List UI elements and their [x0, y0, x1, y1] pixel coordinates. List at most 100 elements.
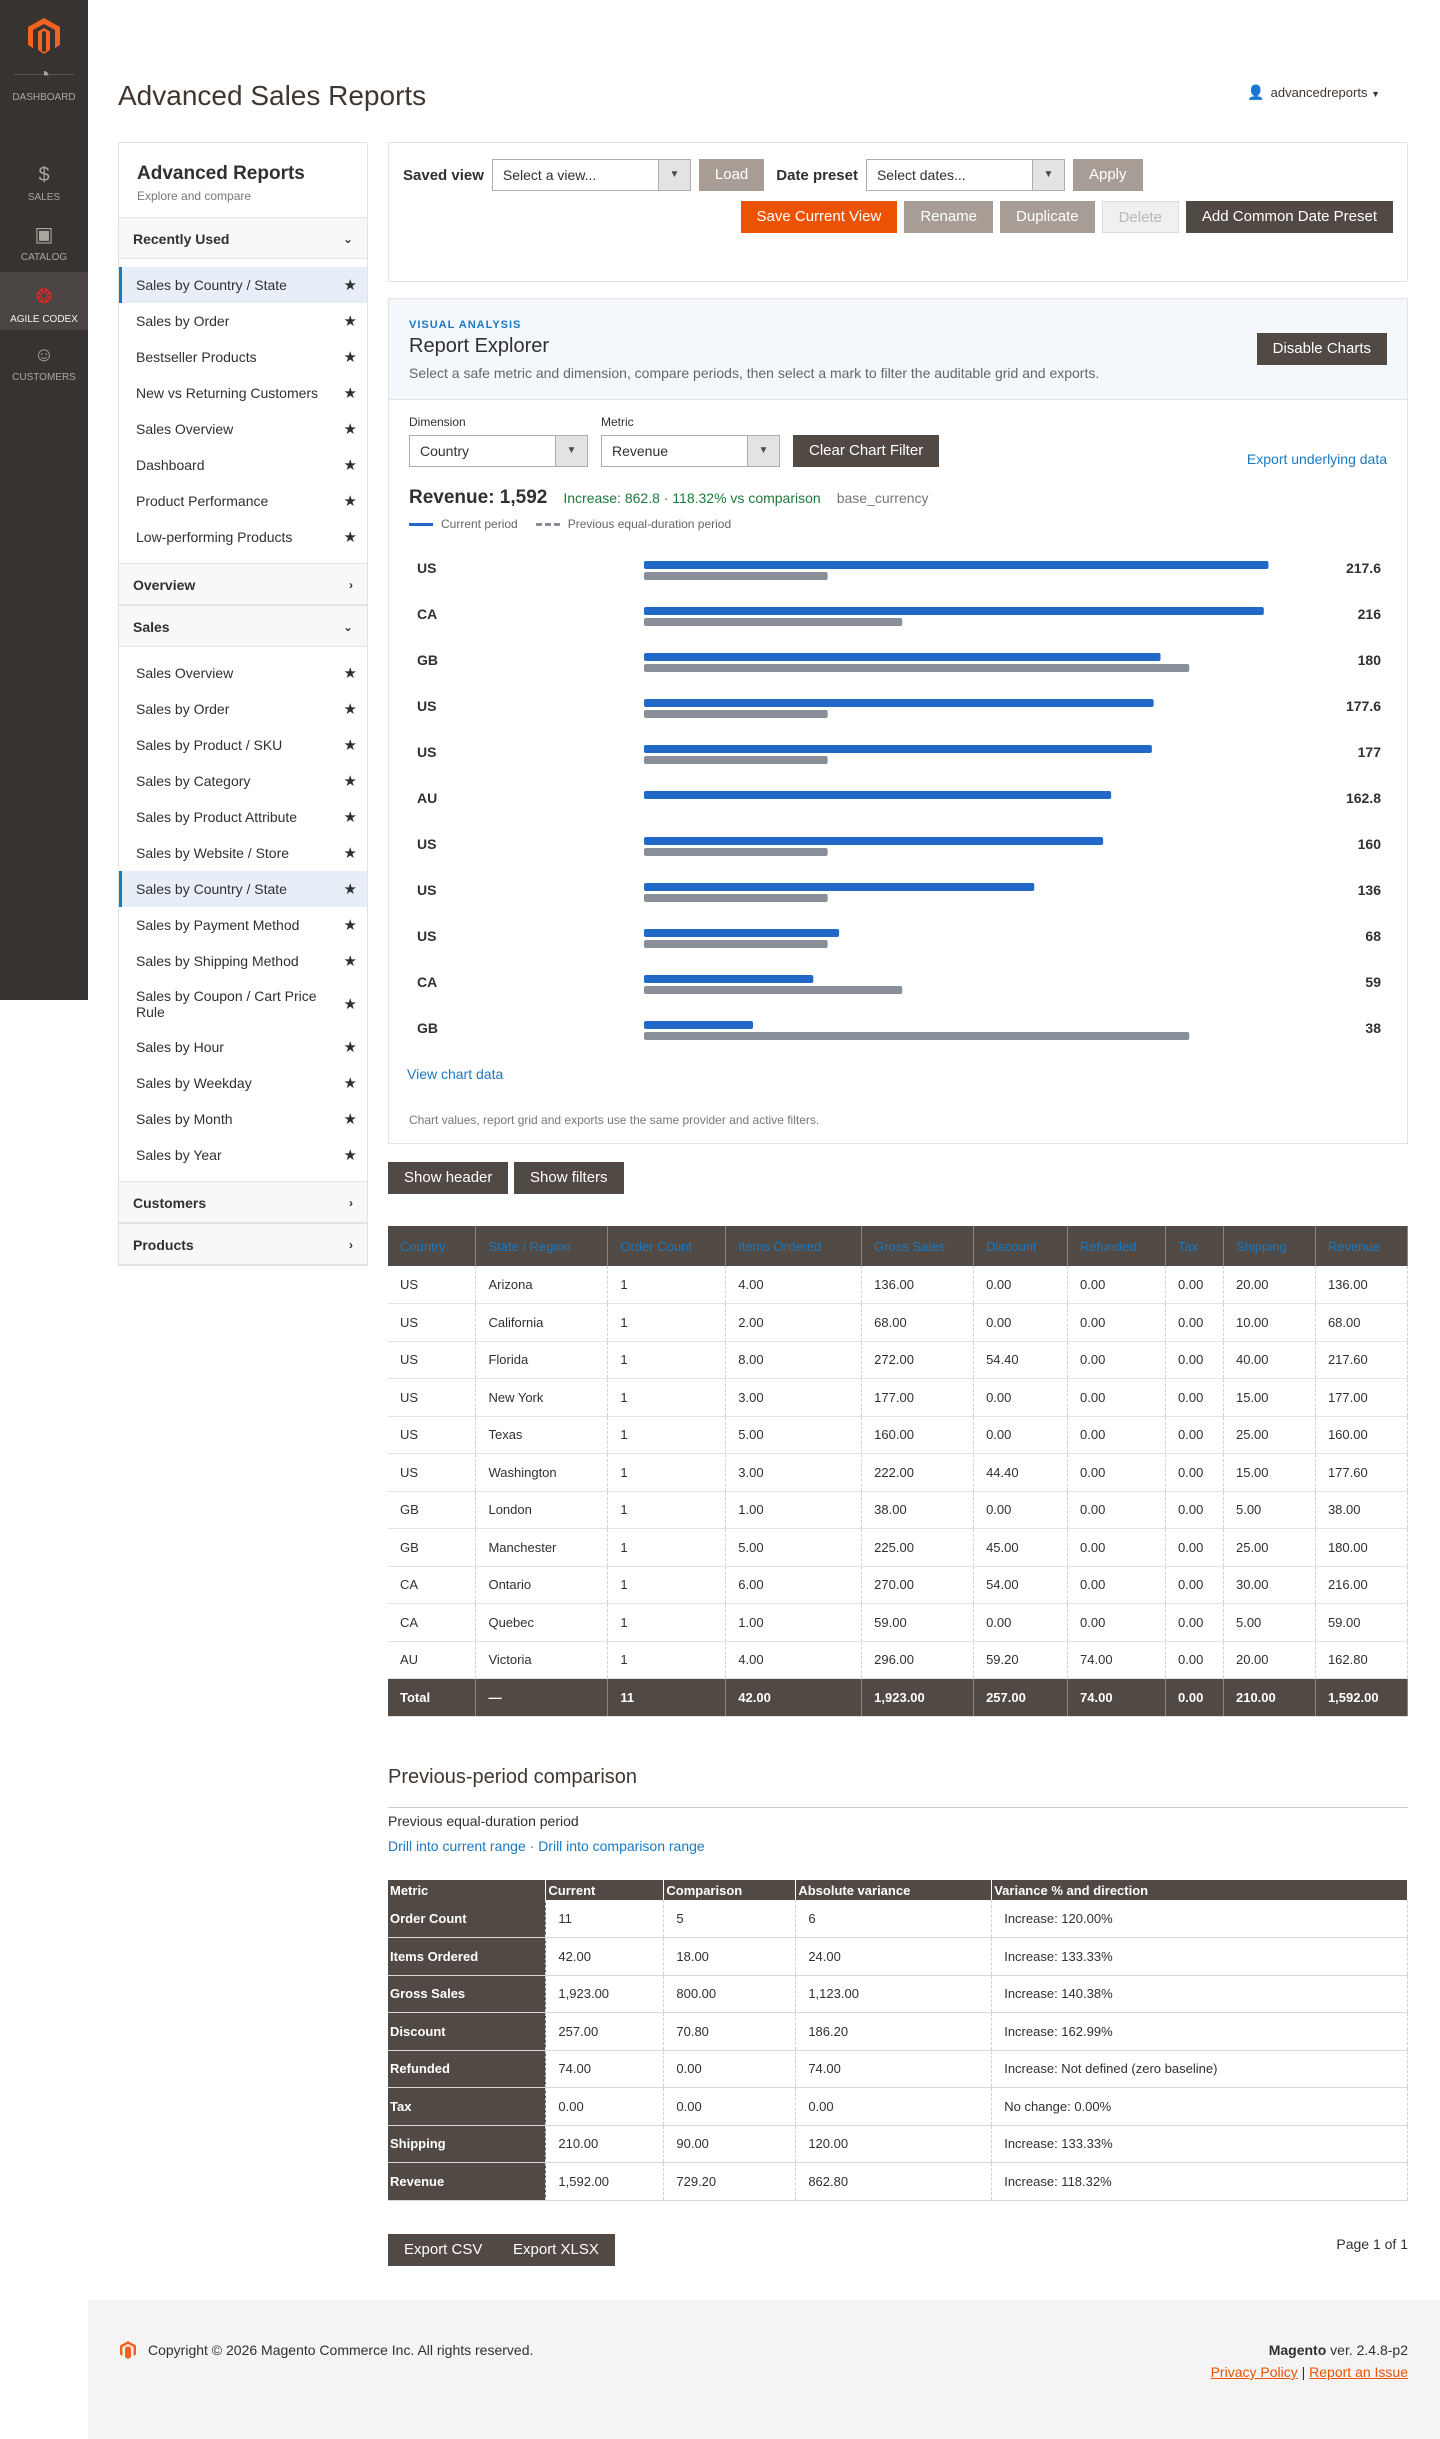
- nav-agile-codex[interactable]: ❂ AGILE CODEX: [0, 272, 88, 330]
- load-button[interactable]: Load: [698, 159, 765, 191]
- previous-period-bar[interactable]: [644, 1032, 1190, 1040]
- sidebar-item[interactable]: Sales by Product / SKU ★: [119, 727, 367, 763]
- current-period-bar[interactable]: [644, 745, 1152, 753]
- group-sales[interactable]: Sales ⌄: [119, 605, 367, 647]
- sidebar-item[interactable]: Sales by Product Attribute ★: [119, 799, 367, 835]
- previous-period-bar[interactable]: [644, 894, 828, 902]
- export-underlying-data-link[interactable]: Export underlying data: [1246, 451, 1387, 467]
- current-period-bar[interactable]: [644, 883, 1035, 891]
- column-header[interactable]: Order Count: [607, 1226, 727, 1266]
- nav-sales[interactable]: $ SALES: [0, 150, 88, 208]
- sidebar-item[interactable]: Sales by Coupon / Cart Price Rule ★: [119, 979, 367, 1029]
- star-icon[interactable]: ★: [343, 529, 357, 546]
- sidebar-item[interactable]: Sales by Year ★: [119, 1137, 367, 1173]
- nav-dashboard[interactable]: ◔ DASHBOARD: [0, 50, 88, 108]
- previous-period-bar[interactable]: [644, 710, 828, 718]
- star-icon[interactable]: ★: [343, 421, 357, 438]
- current-period-bar[interactable]: [644, 1021, 754, 1029]
- star-icon[interactable]: ★: [343, 917, 357, 934]
- current-period-bar[interactable]: [644, 699, 1154, 707]
- star-icon[interactable]: ★: [343, 881, 357, 898]
- star-icon[interactable]: ★: [343, 457, 357, 474]
- column-header[interactable]: Items Ordered: [725, 1226, 863, 1266]
- current-period-bar[interactable]: [644, 561, 1269, 569]
- drill-current-link[interactable]: Drill into current range: [388, 1838, 526, 1854]
- sidebar-item[interactable]: New vs Returning Customers ★: [119, 375, 367, 411]
- sidebar-item[interactable]: Sales by Country / State ★: [119, 267, 367, 303]
- star-icon[interactable]: ★: [343, 737, 357, 754]
- sidebar-item[interactable]: Product Performance ★: [119, 483, 367, 519]
- nav-catalog[interactable]: ▣ CATALOG: [0, 210, 88, 268]
- current-period-bar[interactable]: [644, 791, 1112, 799]
- sidebar-item[interactable]: Sales by Country / State ★: [119, 871, 367, 907]
- sidebar-item[interactable]: Sales by Category ★: [119, 763, 367, 799]
- date-preset-select[interactable]: Select dates... ▼: [865, 159, 1065, 191]
- star-icon[interactable]: ★: [343, 313, 357, 330]
- user-menu[interactable]: 👤 advancedreports ▼: [1247, 84, 1380, 100]
- group-recently-used[interactable]: Recently Used ⌄: [119, 217, 367, 259]
- star-icon[interactable]: ★: [343, 1147, 357, 1164]
- sidebar-item[interactable]: Bestseller Products ★: [119, 339, 367, 375]
- sidebar-item[interactable]: Sales Overview ★: [119, 655, 367, 691]
- show-header-button[interactable]: Show header: [388, 1162, 509, 1194]
- sidebar-item[interactable]: Sales by Website / Store ★: [119, 835, 367, 871]
- saved-view-select[interactable]: Select a view... ▼: [491, 159, 691, 191]
- current-period-bar[interactable]: [644, 607, 1264, 615]
- clear-chart-filter-button[interactable]: Clear Chart Filter: [793, 435, 940, 467]
- current-period-bar[interactable]: [644, 929, 840, 937]
- star-icon[interactable]: ★: [343, 493, 357, 510]
- column-header[interactable]: Revenue: [1315, 1226, 1409, 1266]
- apply-button[interactable]: Apply: [1072, 159, 1143, 191]
- metric-select[interactable]: Revenue ▼: [601, 435, 780, 467]
- star-icon[interactable]: ★: [343, 349, 357, 366]
- previous-period-bar[interactable]: [644, 986, 903, 994]
- add-common-date-preset-button[interactable]: Add Common Date Preset: [1185, 201, 1393, 233]
- privacy-policy-link[interactable]: Privacy Policy: [1210, 2364, 1298, 2380]
- sidebar-item[interactable]: Sales by Hour ★: [119, 1029, 367, 1065]
- star-icon[interactable]: ★: [343, 845, 357, 862]
- star-icon[interactable]: ★: [343, 1075, 357, 1092]
- star-icon[interactable]: ★: [343, 809, 357, 826]
- dimension-select[interactable]: Country ▼: [409, 435, 588, 467]
- group-customers[interactable]: Customers ›: [119, 1181, 367, 1223]
- column-header[interactable]: Discount: [973, 1226, 1069, 1266]
- current-period-bar[interactable]: [644, 975, 814, 983]
- rename-button[interactable]: Rename: [904, 201, 994, 233]
- disable-charts-button[interactable]: Disable Charts: [1256, 333, 1387, 365]
- drill-comparison-link[interactable]: Drill into comparison range: [538, 1838, 705, 1854]
- export-xlsx-button[interactable]: Export XLSX: [497, 2234, 615, 2266]
- previous-period-bar[interactable]: [644, 572, 828, 580]
- sidebar-item[interactable]: Sales by Order ★: [119, 303, 367, 339]
- sidebar-item[interactable]: Sales Overview ★: [119, 411, 367, 447]
- export-csv-button[interactable]: Export CSV: [388, 2234, 499, 2266]
- column-header[interactable]: Country: [388, 1226, 477, 1266]
- sidebar-item[interactable]: Sales by Shipping Method ★: [119, 943, 367, 979]
- sidebar-item[interactable]: Low-performing Products ★: [119, 519, 367, 555]
- column-header[interactable]: Shipping: [1223, 1226, 1316, 1266]
- star-icon[interactable]: ★: [343, 665, 357, 682]
- group-products[interactable]: Products ›: [119, 1223, 367, 1265]
- star-icon[interactable]: ★: [343, 1039, 357, 1056]
- column-header[interactable]: State / Region: [475, 1226, 609, 1266]
- sidebar-item[interactable]: Sales by Weekday ★: [119, 1065, 367, 1101]
- previous-period-bar[interactable]: [644, 940, 828, 948]
- save-current-view-button[interactable]: Save Current View: [740, 201, 898, 233]
- sidebar-item[interactable]: Dashboard ★: [119, 447, 367, 483]
- report-issue-link[interactable]: Report an Issue: [1309, 2364, 1408, 2380]
- nav-customers[interactable]: ☺ CUSTOMERS: [0, 330, 88, 388]
- previous-period-bar[interactable]: [644, 848, 828, 856]
- view-chart-data-link[interactable]: View chart data: [407, 1066, 504, 1082]
- column-header[interactable]: Refunded: [1067, 1226, 1166, 1266]
- column-header[interactable]: Gross Sales: [861, 1226, 975, 1266]
- show-filters-button[interactable]: Show filters: [514, 1162, 624, 1194]
- star-icon[interactable]: ★: [343, 385, 357, 402]
- star-icon[interactable]: ★: [343, 277, 357, 294]
- sidebar-item[interactable]: Sales by Month ★: [119, 1101, 367, 1137]
- sidebar-item[interactable]: Sales by Order ★: [119, 691, 367, 727]
- previous-period-bar[interactable]: [644, 664, 1190, 672]
- magento-logo-icon[interactable]: [24, 16, 64, 56]
- star-icon[interactable]: ★: [343, 701, 357, 718]
- star-icon[interactable]: ★: [343, 996, 357, 1013]
- current-period-bar[interactable]: [644, 653, 1161, 661]
- sidebar-item[interactable]: Sales by Payment Method ★: [119, 907, 367, 943]
